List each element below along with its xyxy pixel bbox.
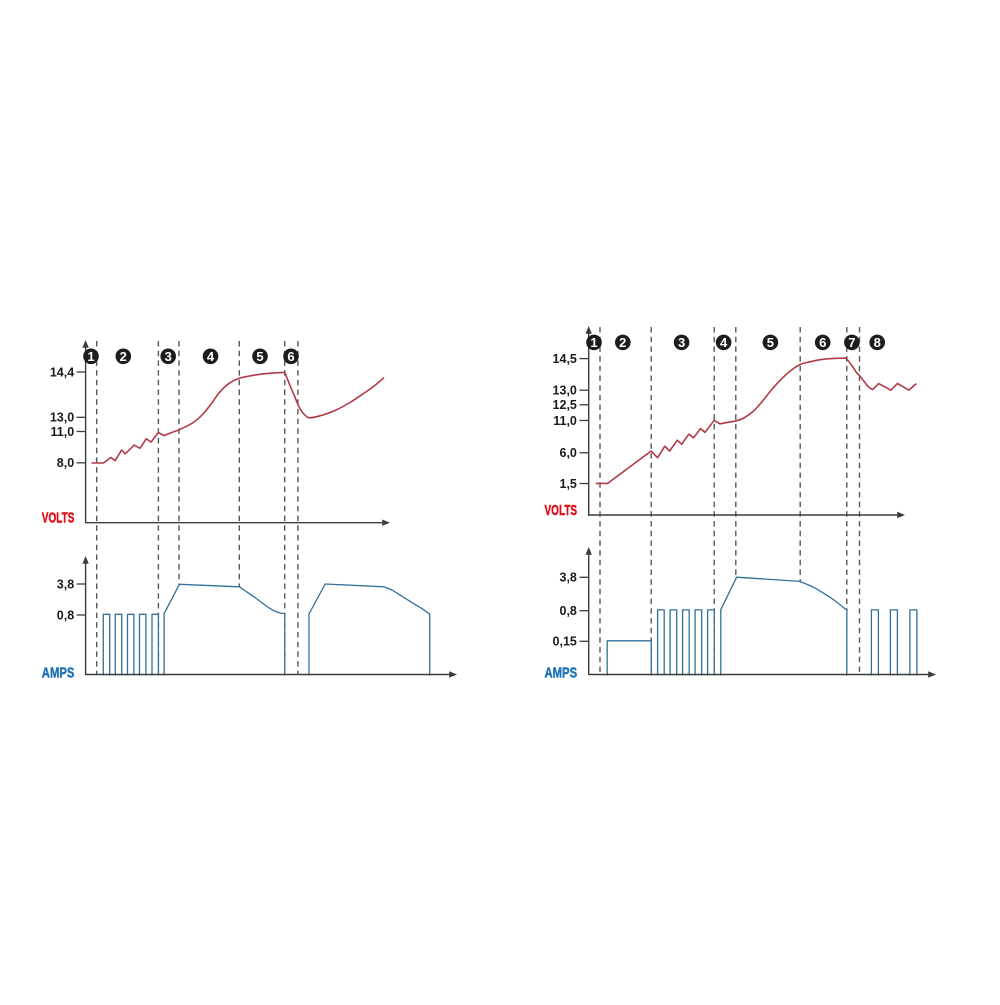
svg-text:7: 7	[848, 335, 855, 350]
svg-text:1: 1	[590, 335, 597, 350]
svg-text:0,8: 0,8	[57, 608, 74, 622]
svg-text:0,15: 0,15	[553, 635, 577, 649]
svg-text:1: 1	[87, 349, 94, 364]
svg-text:AMPS: AMPS	[545, 665, 578, 681]
svg-text:11,0: 11,0	[553, 414, 577, 428]
svg-text:4: 4	[207, 349, 215, 364]
svg-text:3,8: 3,8	[57, 577, 74, 591]
svg-text:6,0: 6,0	[560, 446, 577, 460]
svg-text:8,0: 8,0	[57, 456, 74, 470]
svg-text:14,4: 14,4	[50, 365, 74, 379]
svg-text:2: 2	[619, 335, 626, 350]
svg-text:8: 8	[874, 335, 881, 350]
svg-text:3,8: 3,8	[560, 571, 577, 585]
svg-text:3: 3	[165, 349, 172, 364]
svg-text:6: 6	[287, 349, 294, 364]
svg-text:13,0: 13,0	[50, 411, 74, 425]
svg-text:14,5: 14,5	[553, 352, 577, 366]
svg-text:0,8: 0,8	[560, 604, 577, 618]
svg-text:3: 3	[678, 335, 685, 350]
svg-text:VOLTS: VOLTS	[545, 503, 578, 519]
svg-text:11,0: 11,0	[51, 425, 75, 439]
svg-text:5: 5	[256, 349, 263, 364]
svg-text:VOLTS: VOLTS	[42, 511, 75, 527]
svg-text:13,0: 13,0	[553, 384, 577, 398]
svg-text:6: 6	[819, 335, 826, 350]
svg-text:AMPS: AMPS	[42, 665, 75, 681]
svg-text:2: 2	[120, 349, 127, 364]
svg-text:1,5: 1,5	[560, 477, 577, 491]
svg-text:5: 5	[767, 335, 774, 350]
svg-text:12,5: 12,5	[553, 398, 577, 412]
svg-text:4: 4	[720, 335, 728, 350]
